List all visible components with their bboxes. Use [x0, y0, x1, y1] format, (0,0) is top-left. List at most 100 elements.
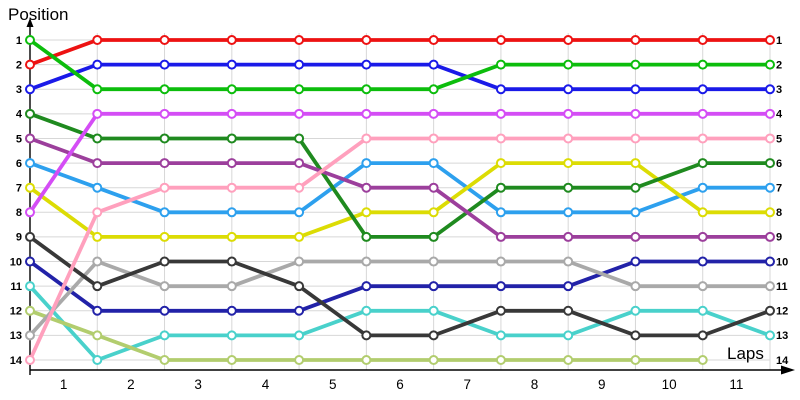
series-line-purple: [29, 136, 770, 239]
series-marker-violet: [159, 108, 170, 119]
series-marker-purple: [92, 158, 103, 169]
series-line-blue: [29, 62, 770, 92]
series-marker-gray: [765, 281, 775, 292]
series-marker-blue: [765, 84, 775, 95]
y-label-left: 12: [10, 306, 22, 318]
series-marker-black: [697, 330, 708, 341]
series-marker-black: [765, 305, 775, 316]
y-label-left: 7: [16, 182, 22, 194]
series-line-yellow: [28, 161, 770, 239]
series-marker-gray: [25, 330, 35, 341]
x-tick-label: 4: [262, 377, 270, 392]
series-marker-navy: [159, 305, 170, 316]
y-label-right: 11: [776, 281, 788, 293]
series-marker-pink: [428, 133, 439, 144]
series-line-navy: [28, 259, 770, 313]
series-marker-blue: [294, 59, 305, 70]
series-marker-cyan: [630, 305, 641, 316]
series-marker-green: [294, 84, 305, 95]
series-marker-red: [361, 35, 372, 45]
series-marker-sky-blue: [765, 182, 775, 193]
series-marker-green: [92, 84, 103, 95]
y-label-right: 5: [776, 133, 782, 145]
series-marker-red: [765, 35, 775, 45]
series-marker-pink: [294, 182, 305, 193]
x-tick-label: 1: [60, 377, 68, 392]
series-marker-cyan: [25, 281, 35, 292]
y-axis-title: Position: [8, 5, 69, 24]
series-marker-gray: [563, 256, 574, 267]
series-marker-black: [25, 231, 35, 242]
series-marker-dark-green: [361, 231, 372, 242]
series-line-dark-green: [29, 112, 770, 239]
y-label-left: 2: [16, 59, 22, 71]
series-marker-dark-green: [159, 133, 170, 144]
series-marker-yellow-green: [697, 355, 708, 365]
series-marker-red: [226, 35, 237, 45]
series-marker-yellow-green: [294, 355, 305, 365]
series-marker-yellow: [25, 182, 35, 193]
series-marker-black: [226, 256, 237, 267]
series-marker-yellow-green: [159, 355, 170, 365]
series-marker-cyan: [294, 330, 305, 341]
x-axis-title: Laps: [727, 344, 764, 363]
series-marker-red: [294, 35, 305, 45]
series-marker-dark-green: [294, 133, 305, 144]
series-line-red: [29, 38, 770, 67]
series-marker-pink: [630, 133, 641, 144]
series-marker-sky-blue: [563, 207, 574, 218]
series-marker-sky-blue: [630, 207, 641, 218]
series-marker-gray: [92, 256, 103, 267]
x-tick-label: 8: [531, 377, 539, 392]
series-marker-red: [25, 59, 35, 70]
series-marker-green: [361, 84, 372, 95]
series-marker-gray: [428, 256, 439, 267]
x-tick-label: 5: [329, 377, 337, 392]
x-tick-label: 9: [598, 377, 606, 392]
series-marker-cyan: [563, 330, 574, 341]
series-marker-navy: [361, 281, 372, 292]
series-marker-cyan: [765, 330, 775, 341]
series-marker-yellow-green: [428, 355, 439, 365]
series-marker-navy: [630, 256, 641, 267]
series-marker-green: [697, 59, 708, 70]
series-marker-purple: [495, 231, 506, 242]
y-label-right: 1: [776, 35, 782, 47]
series-marker-yellow-green: [226, 355, 237, 365]
series-marker-dark-green: [226, 133, 237, 144]
y-label-left: 4: [16, 109, 23, 121]
series-marker-red: [697, 35, 708, 45]
series-marker-yellow: [563, 158, 574, 169]
series-marker-gray: [226, 281, 237, 292]
y-label-right: 10: [776, 256, 788, 268]
x-axis-arrow-icon: [781, 365, 795, 375]
series-marker-sky-blue: [92, 182, 103, 193]
series-marker-navy: [294, 305, 305, 316]
series-marker-yellow: [495, 158, 506, 169]
series-marker-navy: [697, 256, 708, 267]
y-label-left: 14: [10, 355, 23, 367]
y-label-left: 1: [16, 35, 22, 47]
series-marker-pink: [765, 133, 775, 144]
series-line-green: [28, 38, 770, 92]
series-marker-sky-blue: [697, 182, 708, 193]
y-label-left: 13: [10, 330, 22, 342]
series-marker-black: [294, 281, 305, 292]
series-marker-yellow-green: [495, 355, 506, 365]
series-marker-pink: [226, 182, 237, 193]
series-marker-cyan: [226, 330, 237, 341]
y-label-right: 2: [776, 59, 782, 71]
series-marker-red: [428, 35, 439, 45]
series-marker-purple: [630, 231, 641, 242]
y-label-right: 3: [776, 84, 782, 96]
series-marker-purple: [159, 158, 170, 169]
series-marker-gray: [159, 281, 170, 292]
series-marker-dark-green: [630, 182, 641, 193]
series-marker-dark-green: [428, 231, 439, 242]
series-marker-blue: [697, 84, 708, 95]
series-marker-sky-blue: [361, 158, 372, 169]
series-marker-pink: [361, 133, 372, 144]
series-marker-cyan: [361, 305, 372, 316]
series-marker-black: [563, 305, 574, 316]
series-marker-yellow: [92, 231, 103, 242]
